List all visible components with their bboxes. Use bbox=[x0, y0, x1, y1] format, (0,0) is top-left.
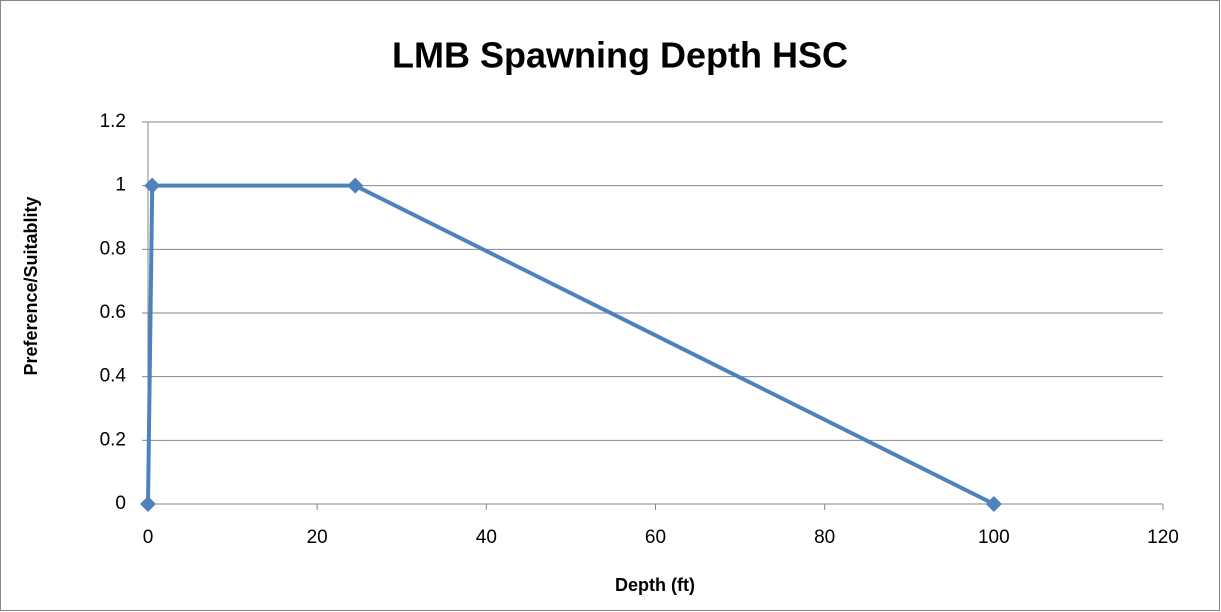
x-axis-label: Depth (ft) bbox=[615, 575, 695, 595]
x-tick-label: 0 bbox=[143, 527, 154, 548]
y-tick-label: 1 bbox=[115, 175, 126, 196]
x-tick-label: 40 bbox=[476, 527, 497, 548]
data-line bbox=[146, 183, 995, 506]
data-marker bbox=[144, 177, 161, 194]
y-axis-label: Preference/Suitablity bbox=[21, 196, 41, 375]
x-tick-label: 80 bbox=[814, 527, 835, 548]
data-marker bbox=[347, 177, 364, 194]
y-tick-label: 0.6 bbox=[100, 302, 126, 323]
x-tick-label: 60 bbox=[645, 527, 666, 548]
x-tick-label: 120 bbox=[1147, 527, 1179, 548]
y-tick-label: 0.4 bbox=[100, 366, 127, 387]
y-tick-label: 0.2 bbox=[100, 429, 126, 450]
y-tick-label: 0.8 bbox=[100, 238, 126, 259]
y-tick-label: 0 bbox=[115, 493, 126, 514]
x-tick-label: 20 bbox=[307, 527, 328, 548]
data-marker bbox=[985, 496, 1002, 512]
x-tick-label: 100 bbox=[978, 527, 1010, 548]
data-marker bbox=[140, 496, 156, 512]
chart-title: LMB Spawning Depth HSC bbox=[392, 35, 848, 76]
y-tick-label: 1.2 bbox=[100, 111, 126, 132]
